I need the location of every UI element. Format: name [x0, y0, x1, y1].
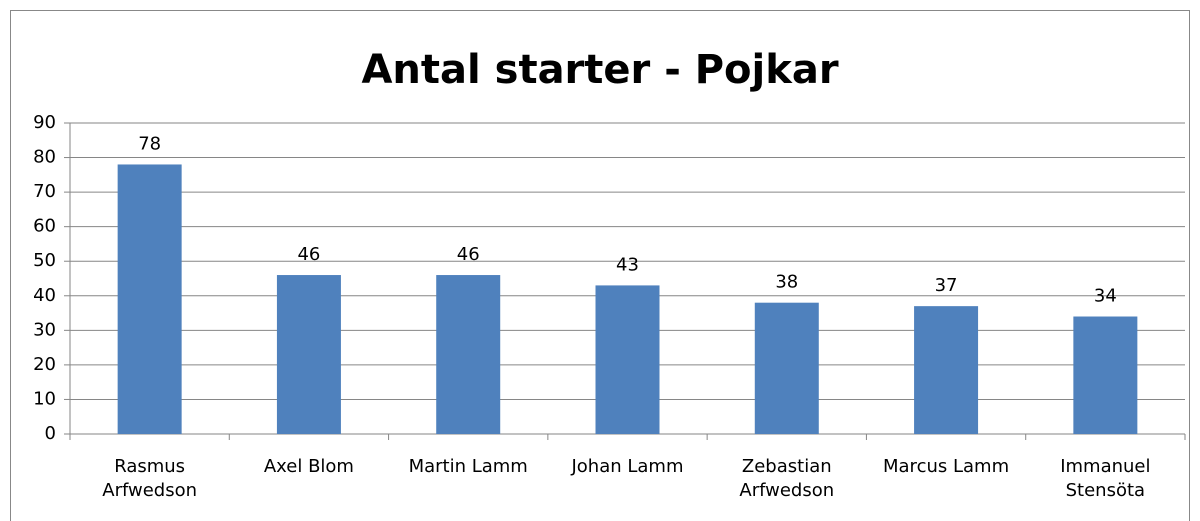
y-tick-label: 90 — [33, 112, 56, 133]
data-label: 38 — [775, 272, 798, 293]
bar — [914, 306, 979, 434]
data-label: 46 — [457, 244, 480, 265]
bar — [754, 302, 819, 434]
x-tick-label: Zebastian Arfwedson — [739, 456, 835, 501]
y-tick-label: 60 — [33, 216, 56, 237]
y-tick-label: 50 — [33, 250, 56, 271]
y-tick-label: 80 — [33, 147, 56, 168]
y-tick-label: 20 — [33, 354, 56, 375]
data-label: 78 — [138, 133, 161, 154]
y-tick-label: 40 — [33, 285, 56, 306]
bar — [595, 285, 660, 434]
x-tick-label: Martin Lamm — [408, 456, 528, 477]
bar — [436, 275, 501, 434]
y-tick-label: 10 — [33, 388, 56, 409]
data-label: 37 — [935, 275, 958, 296]
data-label: 46 — [297, 244, 320, 265]
bar — [117, 164, 182, 434]
y-tick-label: 70 — [33, 181, 56, 202]
data-label: 43 — [616, 254, 639, 275]
y-tick-label: 30 — [33, 319, 56, 340]
x-tick-label: Marcus Lamm — [883, 456, 1010, 477]
chart-title: Antal starter - Pojkar — [361, 47, 838, 93]
data-label: 34 — [1094, 286, 1117, 307]
bar — [276, 275, 341, 434]
x-tick-label: Immanuel Stensöta — [1060, 456, 1151, 501]
chart-border — [10, 10, 1190, 521]
y-tick-label: 0 — [45, 423, 56, 444]
x-tick-label: Johan Lamm — [571, 456, 684, 477]
bar — [1073, 316, 1138, 434]
x-tick-label: Axel Blom — [263, 456, 354, 477]
x-tick-label: Rasmus Arfwedson — [102, 456, 198, 501]
